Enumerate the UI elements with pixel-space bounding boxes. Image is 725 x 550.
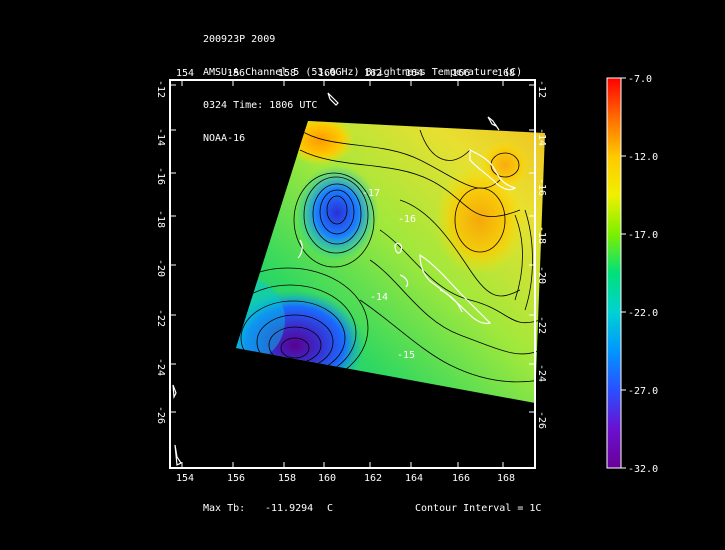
lat-labels-right: -12 -14 -16 -18 -20 -22 -24 -26 [536,80,547,429]
lon-label: 154 [176,68,194,79]
data-swath [236,121,545,403]
tick-marks [170,80,535,468]
colorbar-label: -22.0 [628,308,658,319]
lon-label: 168 [497,68,515,79]
lon-label: 166 [452,473,470,484]
lon-labels-top: 154 156 158 160 162 164 166 168 [176,68,515,79]
lon-label: 156 [227,473,245,484]
lon-label: 158 [278,68,296,79]
lat-label: -14 [155,128,166,146]
lat-label: -24 [155,358,166,376]
lat-label: -12 [155,80,166,98]
lat-label: -22 [155,309,166,327]
lat-label: -12 [536,80,547,98]
lon-label: 162 [364,473,382,484]
contour-label: -15 [397,350,415,361]
lat-label: -26 [155,406,166,424]
colorbar-label: -32.0 [628,464,658,475]
lat-label: -20 [155,259,166,277]
lat-label: -14 [536,128,547,146]
lat-label: -16 [155,167,166,185]
contour-label: -16 [398,214,416,225]
contour-label: -14 [370,292,388,303]
lon-label: 160 [318,68,336,79]
lat-label: -20 [536,266,547,284]
time-stamp: 0324 Time: 1806 UTC [203,100,318,111]
coastline [172,92,517,466]
contour-interval: Contour Interval = 1C [415,503,542,514]
colorbar-labels: -7.0 -12.0 -17.0 -22.0 -27.0 -32.0 [628,74,658,475]
storm-id: 200923P 2009 [203,34,276,45]
max-tb-value: -11.9294 [265,503,314,514]
lon-labels-bottom: 154 156 158 160 162 164 166 168 [176,473,515,484]
lat-label: -16 [536,178,547,196]
lon-label: 168 [497,473,515,484]
lon-label: 162 [364,68,382,79]
contour-labels: -14 -15 -16 -17 [362,188,416,361]
colorbar-ticks [621,77,626,469]
product-title: AMSU-A Channel 5 (53.6GHz) Brightness Te… [203,67,523,78]
max-tb-unit: C [327,503,334,514]
lat-label: -18 [155,210,166,228]
colorbar-label: -27.0 [628,386,658,397]
contour-label: -17 [362,188,380,199]
lon-label: 154 [176,473,194,484]
map-header: 200923P 2009 AMSU-A Channel 5 (53.6GHz) … [203,12,522,155]
colorbar-label: -12.0 [628,152,658,163]
lon-label: 166 [452,68,470,79]
colorbar-label: -7.0 [628,74,652,85]
lat-labels-left: -12 -14 -16 -18 -20 -22 -24 -26 [155,80,166,424]
lon-label: 164 [405,68,423,79]
lon-label: 156 [227,68,245,79]
colorbar-label: -17.0 [628,230,658,241]
lat-label: -26 [536,411,547,429]
plot-frame [169,79,536,469]
lat-label: -18 [536,226,547,244]
lat-label: -24 [536,364,547,382]
max-tb-label: Max Tb: [203,503,246,514]
colorbar [606,77,622,469]
satellite-name: NOAA-16 [203,133,246,144]
lon-label: 160 [318,473,336,484]
lon-label: 164 [405,473,423,484]
lon-label: 158 [278,473,296,484]
lat-label: -22 [536,316,547,334]
